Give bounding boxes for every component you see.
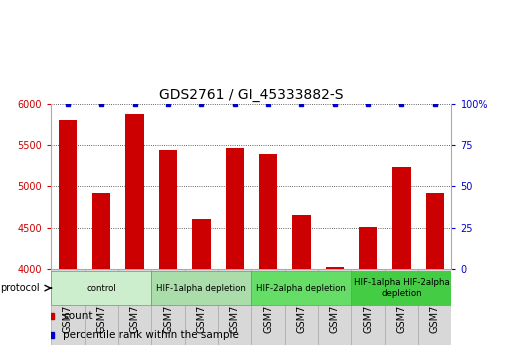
Bar [51, 271, 151, 305]
Text: GSM71668: GSM71668 [363, 280, 373, 333]
Bar [351, 271, 451, 305]
Bar [85, 269, 118, 345]
Bar [326, 267, 344, 269]
Text: percentile rank within the sample: percentile rank within the sample [63, 330, 239, 339]
Bar [126, 114, 144, 269]
Bar [92, 193, 110, 269]
Text: HIF-2alpha depletion: HIF-2alpha depletion [256, 284, 346, 293]
Text: GSM71660: GSM71660 [96, 280, 106, 333]
Text: GSM71663: GSM71663 [196, 280, 206, 333]
Bar [392, 167, 410, 269]
Bar [251, 271, 351, 305]
Text: GSM71667: GSM71667 [330, 280, 340, 334]
Bar [59, 120, 77, 269]
Text: GSM71664: GSM71664 [230, 280, 240, 333]
Bar [285, 269, 318, 345]
Bar [51, 269, 85, 345]
Bar [151, 271, 251, 305]
Text: GSM71661: GSM71661 [130, 280, 140, 333]
Bar [151, 269, 185, 345]
Text: HIF-1alpha HIF-2alpha
depletion: HIF-1alpha HIF-2alpha depletion [353, 278, 449, 298]
Bar [251, 269, 285, 345]
Text: count: count [63, 311, 93, 321]
Bar [418, 269, 451, 345]
Text: HIF-1alpha depletion: HIF-1alpha depletion [156, 284, 246, 293]
Bar [218, 269, 251, 345]
Bar [192, 219, 210, 269]
Bar [426, 193, 444, 269]
Text: GSM71670: GSM71670 [430, 280, 440, 334]
Bar [292, 215, 310, 269]
Text: protocol: protocol [0, 283, 40, 293]
Bar [318, 269, 351, 345]
Bar [359, 227, 377, 269]
Bar [159, 150, 177, 269]
Text: GSM71669: GSM71669 [397, 280, 406, 333]
Text: GSM71662: GSM71662 [163, 280, 173, 334]
Bar [259, 154, 277, 269]
Bar [185, 269, 218, 345]
Text: control: control [87, 284, 116, 293]
Title: GDS2761 / GI_45333882-S: GDS2761 / GI_45333882-S [159, 88, 344, 102]
Text: GSM71666: GSM71666 [297, 280, 306, 333]
Bar [226, 148, 244, 269]
Text: GSM71665: GSM71665 [263, 280, 273, 334]
Text: GSM71659: GSM71659 [63, 280, 73, 334]
Bar [385, 269, 418, 345]
Bar [351, 269, 385, 345]
Bar [118, 269, 151, 345]
